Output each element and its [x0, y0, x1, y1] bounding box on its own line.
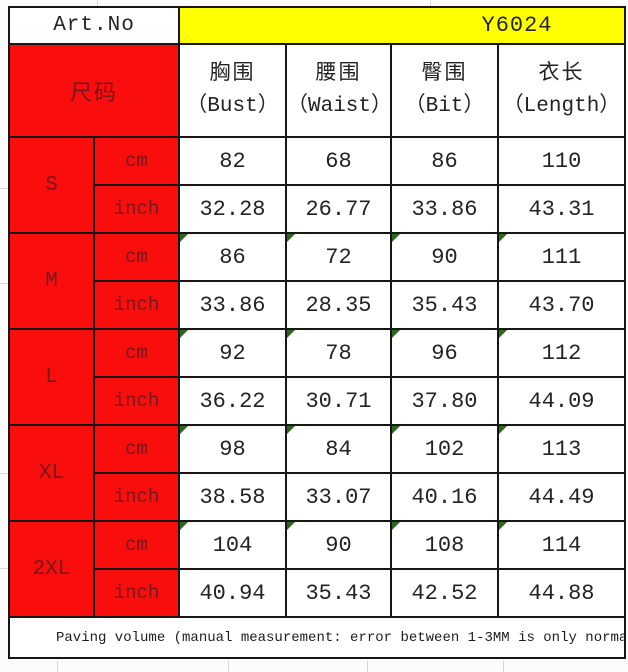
size-label-l: L [8, 328, 95, 426]
col-header-hip-en: （Bit） [404, 94, 485, 118]
sheet-gridline [57, 661, 58, 672]
size-label-s: S [8, 136, 95, 234]
value-cell: 37.80 [390, 376, 499, 426]
size-header-cell: 尺码 [8, 43, 180, 138]
sheet-gridline [0, 568, 8, 569]
value-cell-flagged: 86 [178, 232, 287, 282]
sheet-gridline [0, 188, 8, 189]
value-cell: 110 [496, 136, 627, 186]
col-header-waist-zh: 腰围 [315, 62, 362, 86]
unit-cell-inch: inch [93, 376, 180, 426]
value-cell: 40.16 [390, 472, 499, 522]
unit-cell-cm: cm [93, 232, 180, 282]
size-label-xl: XL [8, 424, 95, 522]
sheet-gridline [0, 283, 8, 284]
value-cell: 40.94 [178, 568, 287, 618]
col-header-hip-zh: 臀围 [421, 62, 468, 86]
value-cell: 43.70 [496, 280, 627, 330]
col-header-hip: 臀围 （Bit） [390, 43, 499, 138]
unit-cell-inch: inch [93, 568, 180, 618]
unit-cell-cm: cm [93, 328, 180, 378]
value-cell-flagged: 112 [496, 328, 627, 378]
unit-cell-inch: inch [93, 472, 180, 522]
value-cell-flagged: 98 [178, 424, 287, 474]
size-label-2xl: 2XL [8, 520, 95, 618]
value-cell-flagged: 113 [496, 424, 627, 474]
value-cell: 38.58 [178, 472, 287, 522]
size-chart-table: Art.No Y6024 尺码 胸围 （Bust） 腰围 （Waist） 臀围 … [7, 6, 627, 659]
value-cell-flagged: 90 [285, 520, 392, 570]
value-cell: 28.35 [285, 280, 392, 330]
col-header-bust: 胸围 （Bust） [178, 43, 287, 138]
col-header-waist: 腰围 （Waist） [285, 43, 392, 138]
value-cell: 43.31 [496, 184, 627, 234]
value-cell-flagged: 92 [178, 328, 287, 378]
value-cell: 35.43 [285, 568, 392, 618]
sheet-gridline [367, 661, 368, 672]
col-header-bust-en: （Bust） [186, 94, 279, 118]
sheet-gridline [228, 661, 229, 672]
value-cell: 68 [285, 136, 392, 186]
art-no-label-cell: Art.No [8, 6, 180, 45]
col-header-length-zh: 衣长 [538, 62, 585, 86]
value-cell: 44.49 [496, 472, 627, 522]
value-cell: 32.28 [178, 184, 287, 234]
value-cell: 30.71 [285, 376, 392, 426]
value-cell-flagged: 72 [285, 232, 392, 282]
unit-cell-inch: inch [93, 184, 180, 234]
col-header-length: 衣长 （Length） [496, 43, 627, 138]
sheet-gridline [97, 0, 98, 6]
value-cell-flagged: 102 [390, 424, 499, 474]
value-cell-flagged: 96 [390, 328, 499, 378]
unit-cell-cm: cm [93, 520, 180, 570]
value-cell-flagged: 108 [390, 520, 499, 570]
col-header-waist-en: （Waist） [287, 94, 391, 118]
sheet-gridline [0, 473, 8, 474]
value-cell: 82 [178, 136, 287, 186]
value-cell: 33.07 [285, 472, 392, 522]
value-cell: 44.09 [496, 376, 627, 426]
col-header-length-en: （Length） [502, 94, 621, 118]
value-cell: 33.86 [390, 184, 499, 234]
value-cell-flagged: 111 [496, 232, 627, 282]
unit-cell-inch: inch [93, 280, 180, 330]
sheet-gridline [430, 0, 431, 6]
value-cell-flagged: 104 [178, 520, 287, 570]
art-no-value-cell: Y6024 [177, 6, 627, 45]
value-cell-flagged: 78 [285, 328, 392, 378]
unit-cell-cm: cm [93, 424, 180, 474]
value-cell: 86 [390, 136, 499, 186]
measurement-note: Paving volume (manual measurement: error… [7, 616, 627, 659]
value-cell-flagged: 114 [496, 520, 627, 570]
value-cell: 33.86 [178, 280, 287, 330]
value-cell-flagged: 84 [285, 424, 392, 474]
value-cell: 42.52 [390, 568, 499, 618]
sheet-gridline [503, 661, 504, 672]
unit-cell-cm: cm [93, 136, 180, 186]
value-cell-flagged: 90 [390, 232, 499, 282]
value-cell: 36.22 [178, 376, 287, 426]
value-cell: 26.77 [285, 184, 392, 234]
value-cell: 35.43 [390, 280, 499, 330]
size-label-m: M [8, 232, 95, 330]
value-cell: 44.88 [496, 568, 627, 618]
col-header-bust-zh: 胸围 [209, 62, 256, 86]
